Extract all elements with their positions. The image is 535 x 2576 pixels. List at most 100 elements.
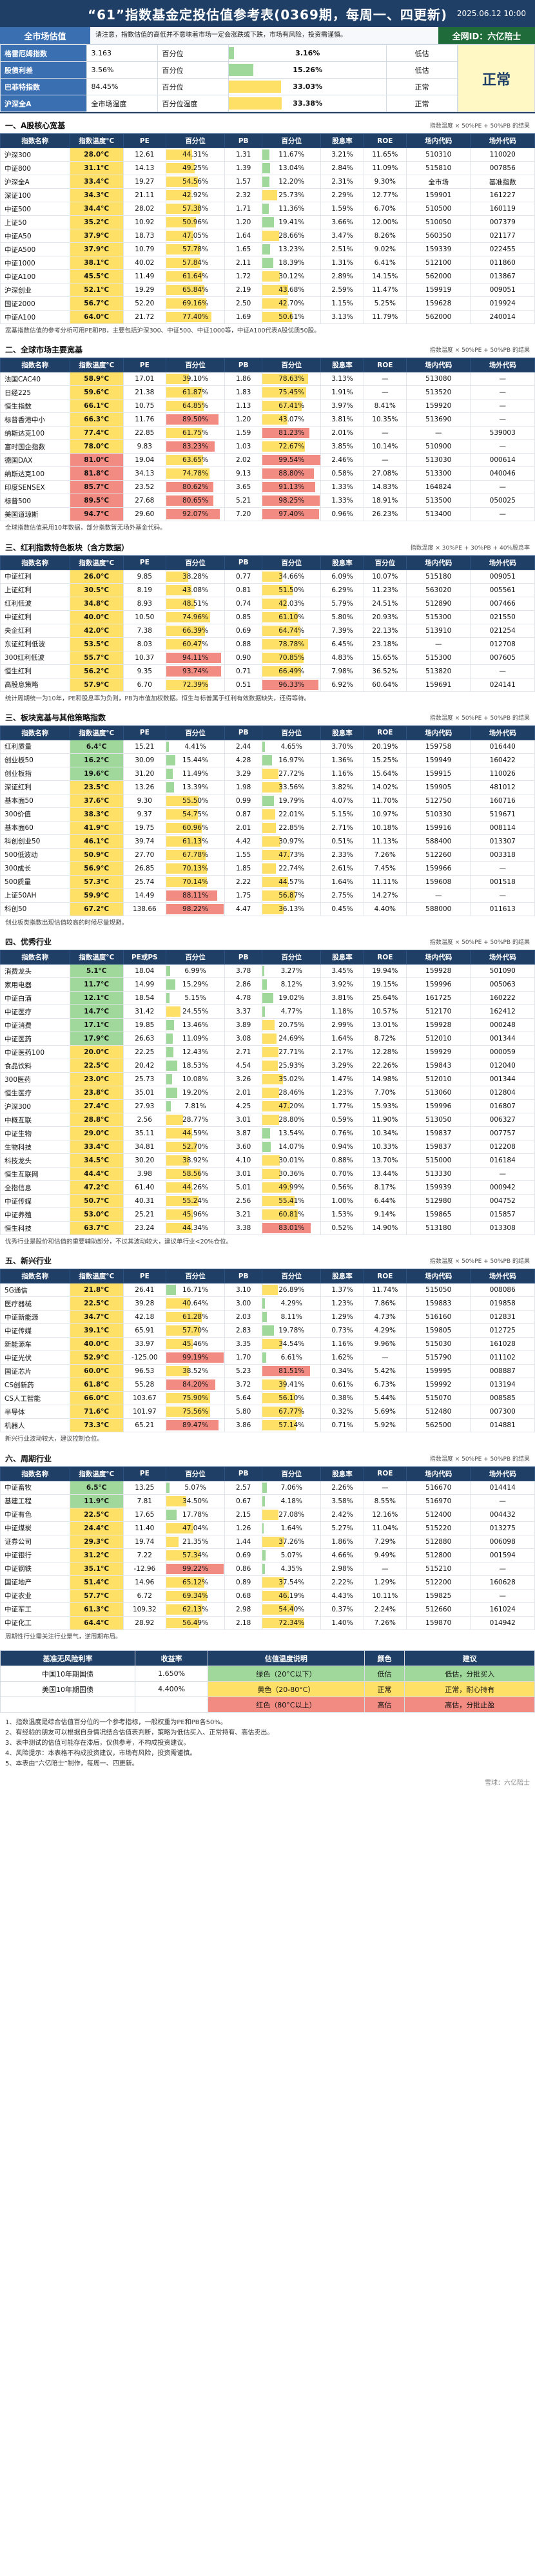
percentile-text: 58.56%	[182, 1170, 209, 1178]
table-cell: 001518	[470, 874, 535, 889]
index-name: 科技龙头	[0, 1153, 70, 1168]
index-temperature: 77.4°C	[69, 426, 124, 441]
table-cell: 2.56	[122, 1113, 166, 1128]
percentile-bar	[262, 1169, 280, 1180]
table-row: 半导体 71.6°C 101.97 75.56% 5.80 67.77% 0.32% 5.69…	[0, 1405, 535, 1419]
summary-pct-bar	[229, 47, 235, 59]
table-row: 中证医药 17.9°C 26.63 11.09% 3.08 24.69% 1.64% 8.72…	[0, 1032, 535, 1046]
index-temperature: 50.7°C	[69, 1194, 124, 1209]
percentile-bar	[166, 571, 189, 582]
table-cell: 160222	[470, 991, 535, 1006]
table-cell: 159949	[405, 753, 471, 767]
summary-label: 沪深全A	[0, 95, 88, 112]
percentile-text: 10.08%	[182, 1075, 209, 1084]
percentile-bar	[166, 217, 196, 227]
table-cell: 016440	[470, 739, 535, 754]
table-cell: 22.13%	[363, 623, 407, 638]
table-cell: 2.22%	[320, 1575, 364, 1590]
percentile-cell: 63.65%	[165, 453, 226, 468]
table-cell: —	[470, 439, 535, 454]
index-temperature: 57.7°C	[69, 1588, 124, 1603]
table-cell: 14.98%	[363, 1072, 407, 1087]
percentile-text: 67.41%	[278, 402, 305, 410]
percentile-bar	[166, 401, 204, 412]
overview-note: 请注意，指数估值的高低并不意味着市场一定会涨跌或下跌，市场有风险，投资需谨慎。	[90, 27, 438, 44]
table-cell: 159919	[405, 283, 471, 297]
percentile-cell: 13.46%	[165, 1018, 226, 1033]
table-cell: 30.09	[122, 753, 166, 767]
percentile-bar	[166, 1482, 170, 1493]
footer-row: 美国10年期国债 4.400% 黄色（20-80°C） 正常 正常，耐心持有	[0, 1681, 535, 1698]
index-name: 沪深300	[0, 148, 70, 162]
index-temperature: 11.9°C	[69, 1494, 124, 1508]
page: “61”指数基金定投估值参考表(0369期，每周一、四更新) 2025.06.1…	[0, 0, 535, 1787]
percentile-cell: 49.99%	[262, 1180, 322, 1195]
table-cell: 008585	[470, 1391, 535, 1406]
percentile-text: 14.07%	[278, 1143, 305, 1151]
table-cell: 3.47%	[320, 229, 364, 243]
table-cell: 11.79%	[363, 310, 407, 324]
table-cell: 21.38	[122, 385, 166, 400]
percentile-bar	[262, 387, 307, 398]
table-cell: 013307	[470, 834, 535, 849]
table-cell: 1.53%	[320, 1207, 364, 1222]
percentile-bar	[166, 1563, 224, 1574]
percentile-bar	[262, 966, 265, 977]
percentile-cell: 15.44%	[165, 753, 226, 767]
table-cell: 159843	[405, 1059, 471, 1073]
percentile-text: 42.03%	[278, 599, 305, 608]
table-cell: 005063	[470, 977, 535, 992]
percentile-text: 65.12%	[182, 1578, 209, 1586]
index-name: 国证芯片	[0, 1364, 70, 1379]
table-cell: 9.37	[122, 807, 166, 822]
table-cell: 9.30%	[363, 175, 407, 189]
percentile-text: 62.13%	[182, 1605, 209, 1613]
table-cell: 2.84%	[320, 161, 364, 175]
table-cell: 021550	[470, 610, 535, 624]
index-temperature: 71.6°C	[69, 1405, 124, 1419]
table-cell: —	[470, 888, 535, 903]
index-section: 三、板块宽基与其他策略指数 指数温度 × 50%PE + 50%PB 的结果 指数名…	[0, 706, 535, 930]
table-cell: 10.11%	[363, 1588, 407, 1603]
table-cell: 000059	[470, 1045, 535, 1060]
percentile-bar	[262, 1115, 280, 1126]
percentile-text: 80.65%	[182, 497, 209, 505]
percentile-bar	[166, 1550, 200, 1561]
table-cell: 1.36%	[320, 753, 364, 767]
table-cell: 4.29%	[363, 1323, 407, 1338]
percentile-cell: 27.72%	[262, 766, 322, 781]
summary-pct-bar	[229, 81, 281, 93]
percentile-cell: 67.77%	[262, 1405, 322, 1419]
percentile-bar	[262, 1223, 311, 1234]
column-header: 场外代码	[470, 1466, 535, 1481]
column-header: 百分位	[262, 1269, 322, 1284]
table-cell: 2.57	[224, 1480, 263, 1495]
table-cell: 013308	[470, 1221, 535, 1236]
table-cell: 0.88%	[320, 1153, 364, 1168]
percentile-cell: 46.19%	[262, 1588, 322, 1603]
table-cell: 8.19	[122, 582, 166, 597]
table-cell: 050025	[470, 494, 535, 508]
percentile-cell: 56.87%	[262, 888, 322, 903]
percentile-bar	[166, 1366, 189, 1377]
percentile-text: 57.78%	[182, 245, 209, 253]
percentile-bar	[262, 598, 287, 609]
table-cell: 22.26%	[363, 1059, 407, 1073]
table-cell: 1.85	[224, 861, 263, 876]
column-header: 股息率	[320, 1466, 364, 1481]
percentile-bar	[262, 1509, 278, 1520]
percentile-cell: 19.20%	[165, 1086, 226, 1101]
index-name: 中证化工	[0, 1615, 70, 1630]
percentile-text: 78.63%	[278, 375, 305, 383]
table-cell: 513060	[405, 1086, 471, 1101]
table-cell: 11.76	[122, 412, 166, 427]
table-cell: 2.51%	[320, 242, 364, 256]
percentile-bar	[262, 1379, 286, 1390]
index-name: 纳斯达克100	[0, 426, 70, 441]
table-cell: 3.81%	[320, 412, 364, 427]
percentile-bar	[262, 809, 276, 820]
index-name: 日经225	[0, 385, 70, 400]
index-temperature: 6.4°C	[69, 739, 124, 754]
index-name: 中证白酒	[0, 991, 70, 1006]
overview-label: 全市场估值	[0, 27, 90, 44]
